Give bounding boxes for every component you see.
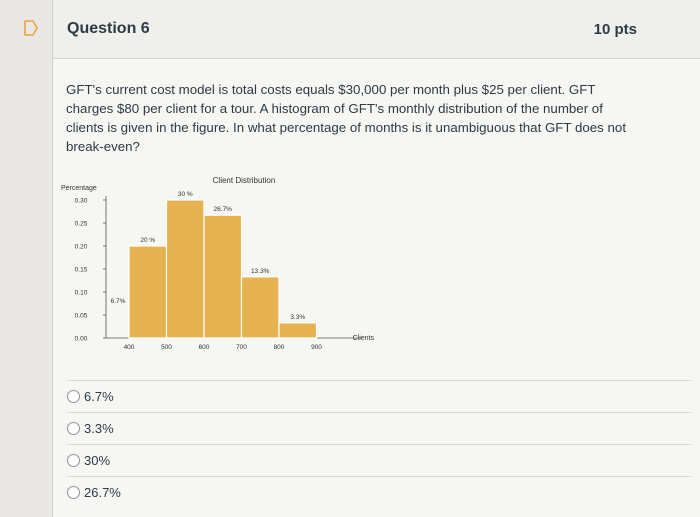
y-tick-label: 0.00 bbox=[75, 336, 88, 343]
answer-option-3[interactable]: 30% bbox=[67, 444, 691, 477]
histogram-bar bbox=[165, 199, 205, 339]
histogram-bar bbox=[278, 322, 318, 339]
radio-button[interactable] bbox=[67, 486, 80, 499]
bar-value-label: 26.7% bbox=[214, 206, 233, 213]
client-distribution-chart: Client Distribution Percentage Clients 0.00… bbox=[61, 176, 375, 351]
y-tick-label: 0.10 bbox=[75, 290, 88, 297]
bar-value-label: 30 % bbox=[178, 191, 193, 198]
radio-button[interactable] bbox=[67, 422, 80, 435]
answer-label: 6.7% bbox=[84, 389, 114, 404]
x-tick-label: 500 bbox=[161, 344, 172, 351]
question-text: GFT's current cost model is total costs … bbox=[66, 82, 627, 154]
x-tick-label: 600 bbox=[199, 344, 210, 351]
y-tick-label: 0.15 bbox=[75, 267, 88, 274]
bar-value-label: 13.3% bbox=[251, 268, 270, 275]
question-title: Question 6 bbox=[67, 20, 150, 37]
x-tick-label: 700 bbox=[236, 344, 247, 351]
question-card: Question 6 10 pts GFT's current cost mod… bbox=[52, 0, 700, 517]
y-tick-label: 0.05 bbox=[75, 313, 88, 320]
y-tick-label: 0.30 bbox=[75, 198, 88, 205]
flag-question-icon[interactable] bbox=[22, 19, 40, 37]
answer-option-4[interactable]: 26.7% bbox=[67, 476, 691, 509]
chart-title: Client Distribution bbox=[213, 176, 276, 185]
x-tick-label: 800 bbox=[274, 344, 285, 351]
bar-value-label: 20 % bbox=[140, 237, 155, 244]
y-tick-label: 0.25 bbox=[75, 221, 88, 228]
radio-button[interactable] bbox=[67, 390, 80, 403]
answer-label: 3.3% bbox=[84, 421, 114, 436]
histogram-bar bbox=[240, 276, 280, 339]
question-header: Question 6 10 pts bbox=[53, 0, 700, 59]
answer-label: 30% bbox=[84, 453, 111, 468]
histogram-bar bbox=[203, 214, 243, 339]
answer-option-1[interactable]: 6.7% bbox=[67, 380, 691, 413]
question-points: 10 pts bbox=[593, 21, 637, 38]
y-tick-label: 0.20 bbox=[75, 244, 88, 251]
bar-value-label: 3.3% bbox=[290, 314, 305, 321]
x-tick-label: 400 bbox=[124, 344, 135, 351]
x-tick-label: 900 bbox=[311, 344, 322, 351]
radio-button[interactable] bbox=[67, 454, 80, 467]
answer-option-2[interactable]: 3.3% bbox=[67, 412, 691, 445]
answer-label: 26.7% bbox=[84, 485, 121, 500]
histogram-bar bbox=[128, 245, 168, 339]
annotation-label: 6.7% bbox=[111, 298, 126, 305]
y-axis-label: Percentage bbox=[61, 185, 97, 192]
x-axis-label: Clients bbox=[353, 335, 375, 342]
